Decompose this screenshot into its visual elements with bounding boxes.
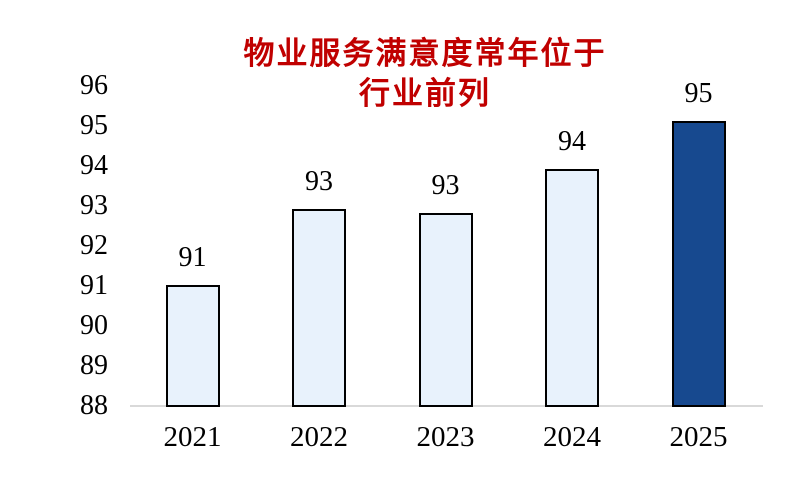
- x-axis-tick-label-2022: 2022: [290, 421, 348, 453]
- bar-value-label-2021: 91: [178, 242, 207, 273]
- bar-value-label-2025: 95: [684, 78, 713, 109]
- y-axis-tick-label-90: 90: [80, 310, 108, 341]
- y-axis-tick-label-94: 94: [80, 150, 108, 181]
- bar-value-label-2024: 94: [558, 126, 586, 157]
- y-axis-tick-label-92: 92: [80, 230, 108, 261]
- y-axis-tick-label-89: 89: [80, 350, 108, 381]
- x-axis-tick-label-2023: 2023: [416, 421, 475, 453]
- chart-title-line-2: 行业前列: [359, 76, 491, 111]
- y-axis-tick-label-93: 93: [80, 190, 108, 221]
- y-axis-tick-label-91: 91: [80, 270, 108, 301]
- x-axis-tick-label-2025: 2025: [669, 421, 728, 453]
- bar-value-label-2022: 93: [305, 166, 333, 197]
- chart-title: 物业服务满意度常年位于 行业前列: [117, 34, 733, 114]
- x-axis-tick-label-2024: 2024: [543, 421, 601, 453]
- y-axis-tick-label-95: 95: [80, 110, 108, 141]
- y-axis-tick-label-96: 96: [80, 70, 108, 101]
- bar-2023: [418, 213, 473, 407]
- bar-2025: [671, 121, 726, 407]
- bar-2022: [292, 209, 346, 407]
- bar-2024: [545, 169, 599, 407]
- bar-2021: [165, 285, 220, 407]
- bar-value-label-2023: 93: [431, 170, 460, 201]
- y-axis-tick-label-88: 88: [80, 390, 108, 421]
- x-axis-tick-label-2021: 2021: [163, 421, 222, 453]
- chart-title-line-1: 物业服务满意度常年位于: [243, 36, 607, 71]
